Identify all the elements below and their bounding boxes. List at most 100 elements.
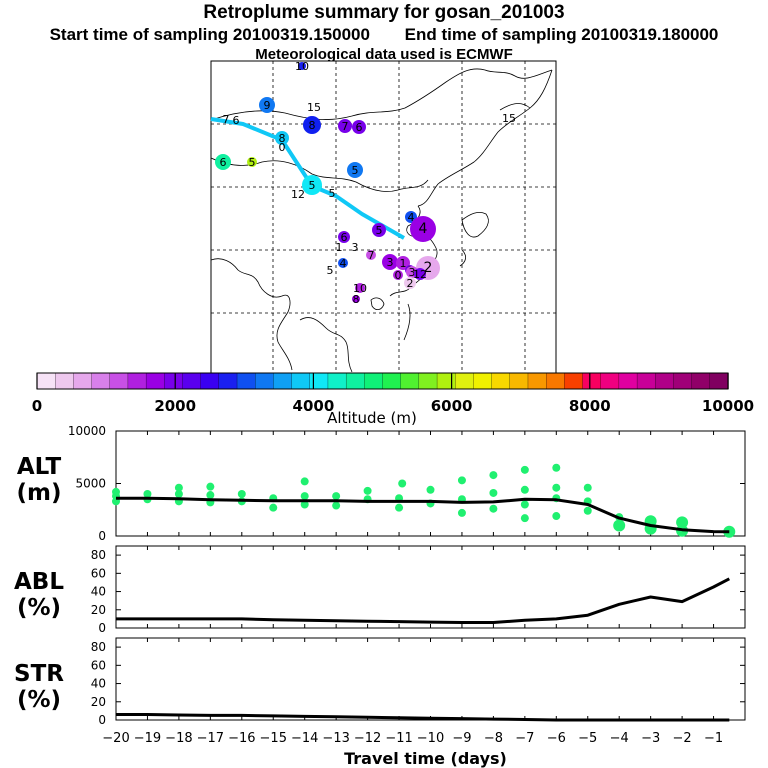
marker-label: 5 [352,164,359,177]
map-marker: 4 [410,216,436,242]
marker-dot [338,231,350,243]
str-series-line [116,713,730,722]
colorbar-cell [709,372,729,390]
marker-dot [347,162,363,178]
map-marker: 7 [338,119,352,133]
scatter-point [520,514,529,523]
panel-label: (%) [17,595,61,621]
marker-dot [298,62,306,70]
x-tick-label: −7 [515,731,534,746]
map-marker: 7 [223,113,230,126]
marker-label: 3 [409,266,416,279]
map-marker: 6 [233,114,240,127]
scatter-point [613,519,626,532]
panel-label: (%) [17,687,61,713]
colorbar-cell [382,372,402,390]
marker-label: 9 [264,99,271,112]
marker-dot [215,154,231,170]
x-tick-label: −9 [452,731,471,746]
marker-label: 6 [220,156,227,169]
map-marker: 5 [329,187,336,200]
colorbar-cell [145,372,165,390]
colorbar-cell [218,372,238,390]
alt-series-line [116,496,730,534]
scatter-point [457,476,466,485]
map-marker: 6 [338,231,350,244]
colorbar-cell [509,372,529,390]
map-marker: 8 [275,131,289,145]
y-tick-label: 20 [91,695,106,709]
x-tick-label: −12 [354,731,381,746]
marker-label: 12 [291,188,305,201]
scatter-point [174,490,183,498]
x-tick-label: −19 [134,731,161,746]
marker-dot [372,223,386,237]
map-panel: 1091576876158065551254456137453162301221… [210,60,557,374]
marker-label: 7 [223,113,230,126]
map-marker: 5 [247,156,257,169]
marker-label: 2 [407,277,414,290]
map-marker: 8 [352,293,360,306]
colorbar-cell [564,372,584,390]
colorbar-cell [546,372,565,390]
scatter-point [332,492,341,501]
scatter-point [520,500,529,509]
x-tick-label: −18 [165,731,192,746]
marker-label: 10 [353,282,367,295]
map-marker: 12 [291,188,305,201]
marker-label: 6 [356,121,363,134]
marker-label: 7 [368,249,375,262]
colorbar-cell [418,372,438,390]
scatter-point [489,488,498,497]
colorbar-tick-label: 0 [32,397,42,415]
map-marker: 0 [279,141,286,154]
y-tick-label: 5000 [75,477,106,491]
panel-frame [115,637,746,721]
scatter-point [112,487,120,496]
colorbar-cell [636,372,656,390]
colorbar-cell [236,372,256,390]
scatter-point [237,490,246,498]
scatter-point [395,503,404,512]
scatter-point [552,483,561,492]
y-tick-label: 80 [91,640,106,654]
marker-label: 4 [419,221,428,237]
colorbar-cell [364,372,384,390]
scatter-point [457,508,466,517]
panel-label: ABL [14,569,64,595]
marker-dot [338,258,348,268]
map-marker: 1 [336,241,343,254]
sampling-times: Start time of sampling 20100319.150000 E… [0,25,768,45]
chart-title: Retroplume summary for gosan_201003 [203,2,565,23]
scatter-point [552,463,561,472]
marker-label: 1 [400,257,407,270]
map-marker: 8 [303,116,321,134]
x-tick-label: −17 [197,731,224,746]
colorbar-cell [473,372,493,390]
map-marker: 7 [366,249,376,262]
map-marker: 3 [352,241,359,254]
met-data-label: Meteorological data used is ECMWF [255,46,513,63]
marker-dot [352,295,360,303]
map-marker: 5 [302,175,322,195]
panel-label: (m) [17,480,62,506]
panel-frame [115,545,746,629]
x-tick-label: −1 [704,731,723,746]
marker-dot [302,175,322,195]
colorbar-cell [91,372,111,390]
marker-dot [338,119,352,133]
colorbar-cells [36,372,729,390]
marker-label: 5 [309,179,316,192]
marker-label: 0 [279,141,286,154]
marker-dot [275,131,289,145]
marker-label: 15 [502,112,516,125]
marker-label: 2 [424,260,433,276]
y-tick-label: 40 [91,585,106,599]
x-tick-label: −3 [641,731,660,746]
colorbar-cell [491,372,511,390]
map-frame [210,60,557,374]
x-tick-label: −15 [260,731,287,746]
x-tick-label: −4 [610,731,629,746]
x-tick-label: −2 [673,731,692,746]
